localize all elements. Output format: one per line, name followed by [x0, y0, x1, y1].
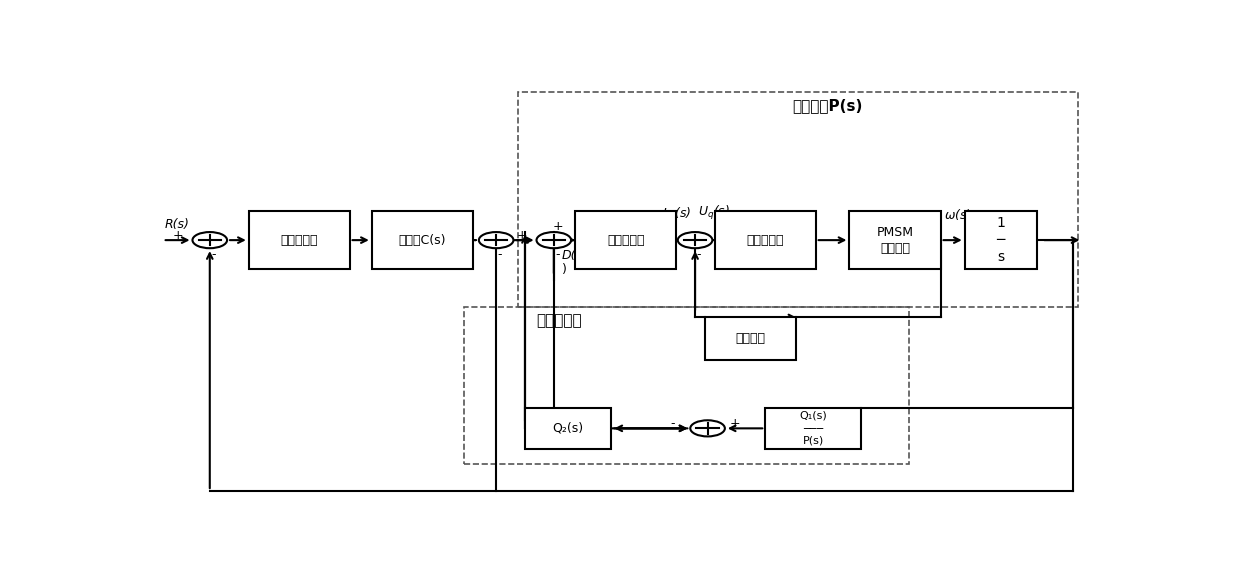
Circle shape [192, 232, 227, 248]
Bar [714, 211, 816, 269]
Text: +: + [459, 229, 470, 242]
Text: R(s): R(s) [165, 218, 190, 231]
Text: $I_m$(s): $I_m$(s) [662, 206, 692, 222]
Circle shape [678, 232, 713, 248]
Text: PMSM
数学模型: PMSM 数学模型 [877, 226, 914, 255]
Text: Q₂(s): Q₂(s) [553, 422, 584, 435]
Text: D(s): D(s) [562, 249, 588, 262]
Text: 1
─
s: 1 ─ s [996, 216, 1006, 264]
Bar [525, 408, 611, 449]
Text: +: + [729, 417, 740, 430]
Bar [765, 408, 862, 449]
Text: -: - [497, 249, 502, 261]
Text: -: - [211, 249, 216, 261]
Bar [249, 211, 350, 269]
Text: 电流反馈: 电流反馈 [735, 332, 766, 345]
Text: 补偿器C(s): 补偿器C(s) [398, 233, 446, 247]
Text: $U_q$(s): $U_q$(s) [698, 204, 729, 222]
Text: +: + [517, 229, 527, 242]
Text: 重复控制器: 重复控制器 [280, 233, 317, 247]
Circle shape [479, 232, 513, 248]
Text: +: + [552, 220, 563, 233]
Text: Q₁(s)
───
P(s): Q₁(s) ─── P(s) [800, 411, 827, 446]
Text: $\omega$(s): $\omega$(s) [945, 207, 972, 222]
Circle shape [691, 420, 725, 436]
Text: 控制对象P(s): 控制对象P(s) [792, 98, 863, 113]
Text: -: - [697, 249, 701, 261]
Bar [965, 211, 1037, 269]
Bar [465, 307, 909, 464]
Text: +: + [658, 229, 668, 242]
Text: 干扰观测器: 干扰观测器 [536, 313, 582, 328]
Bar [849, 211, 941, 269]
Text: ): ) [562, 262, 567, 276]
Text: +: + [172, 229, 184, 242]
Bar [372, 211, 472, 269]
Bar [518, 93, 1078, 307]
Bar [706, 317, 796, 360]
Text: -: - [556, 249, 560, 261]
Text: 速度调节器: 速度调节器 [608, 233, 645, 247]
Bar [575, 211, 676, 269]
Text: 电流调节器: 电流调节器 [746, 233, 784, 247]
Text: -: - [671, 417, 676, 430]
Circle shape [537, 232, 572, 248]
